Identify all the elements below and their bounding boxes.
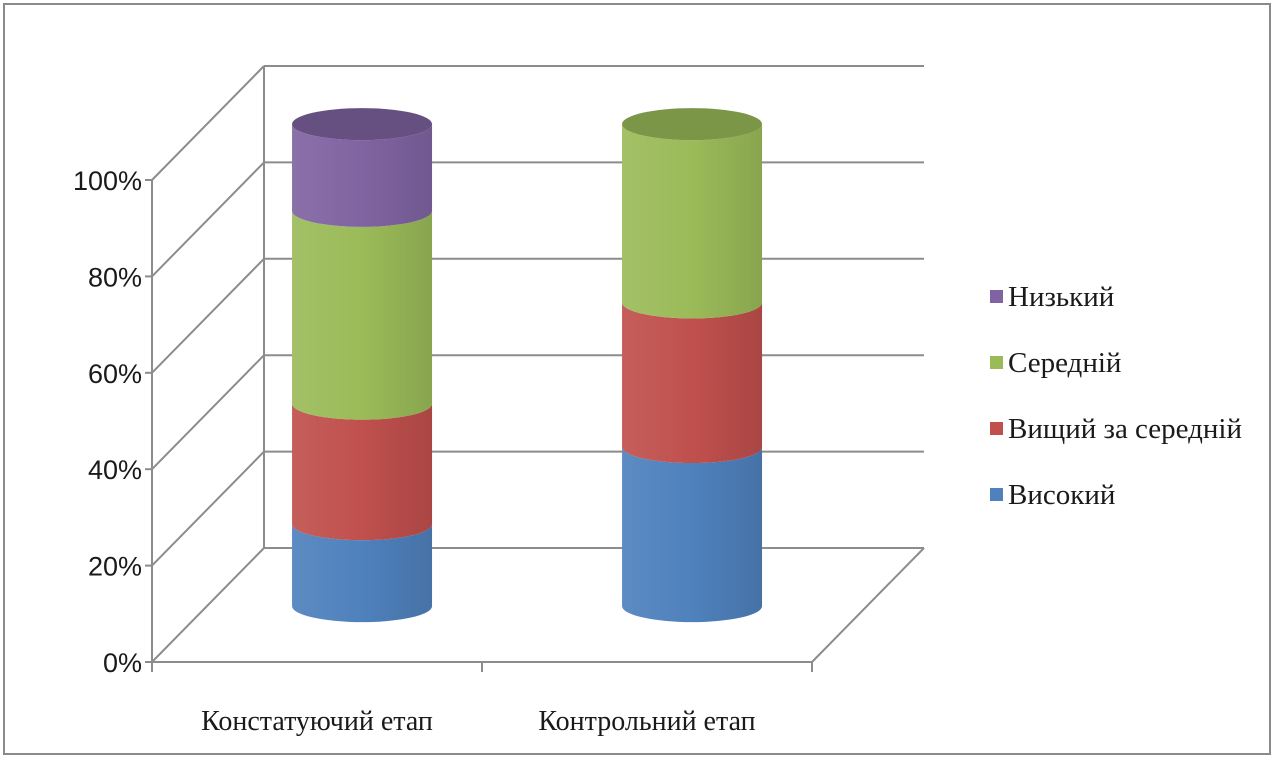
legend-item: Високий: [990, 479, 1115, 511]
legend-swatch: [990, 356, 1003, 369]
gridline-side: [151, 547, 265, 663]
gridline-side: [151, 258, 265, 374]
x-axis: Констатуючий етап Контрольний етап: [151, 662, 813, 737]
gridline-side: [151, 354, 265, 470]
y-tick-label: 0%: [103, 648, 142, 678]
legend-swatch: [990, 488, 1003, 501]
gridline-side: [151, 65, 265, 181]
legend-label: Високий: [1008, 479, 1115, 511]
y-tick-label: 80%: [88, 262, 142, 292]
bar-segment: [622, 124, 763, 319]
y-tick-label: 100%: [73, 166, 142, 196]
legend-label: Середній: [1008, 347, 1121, 379]
floor-right-edge: [811, 547, 925, 663]
bar-segment: [292, 524, 433, 623]
bar-stack: [292, 108, 433, 623]
x-tick-label: Контрольний етап: [538, 706, 755, 737]
bar-segment: [292, 124, 433, 227]
legend-swatch: [990, 290, 1003, 303]
bar-stack: [622, 108, 763, 623]
y-axis: 0% 20% 40% 60% 80% 100%: [73, 166, 152, 678]
gridline-side: [151, 450, 265, 567]
bar-top-cap: [622, 108, 763, 141]
bars: [292, 108, 763, 623]
y-tick-label: 40%: [88, 455, 142, 485]
y-tick-label: 20%: [88, 552, 142, 582]
legend-label: Вищий за середній: [1008, 413, 1242, 445]
legend-item: Середній: [990, 347, 1121, 379]
bar-segment: [622, 447, 763, 623]
legend-item: Низький: [990, 281, 1114, 313]
legend-swatch: [990, 422, 1003, 435]
bar-segment: [622, 302, 763, 464]
y-tick-label: 60%: [88, 359, 142, 389]
legend-label: Низький: [1008, 281, 1114, 313]
gridline-side: [151, 161, 265, 278]
x-tick-label: Констатуючий етап: [201, 706, 433, 737]
legend: Низький Середній Вищий за середній Високий: [990, 281, 1242, 511]
bar-top-cap: [292, 108, 433, 141]
bar-segment: [292, 403, 433, 541]
gridlines: [151, 65, 924, 663]
legend-item: Вищий за середній: [990, 413, 1242, 445]
chart-walls: [151, 66, 925, 663]
bar-segment: [292, 210, 433, 420]
